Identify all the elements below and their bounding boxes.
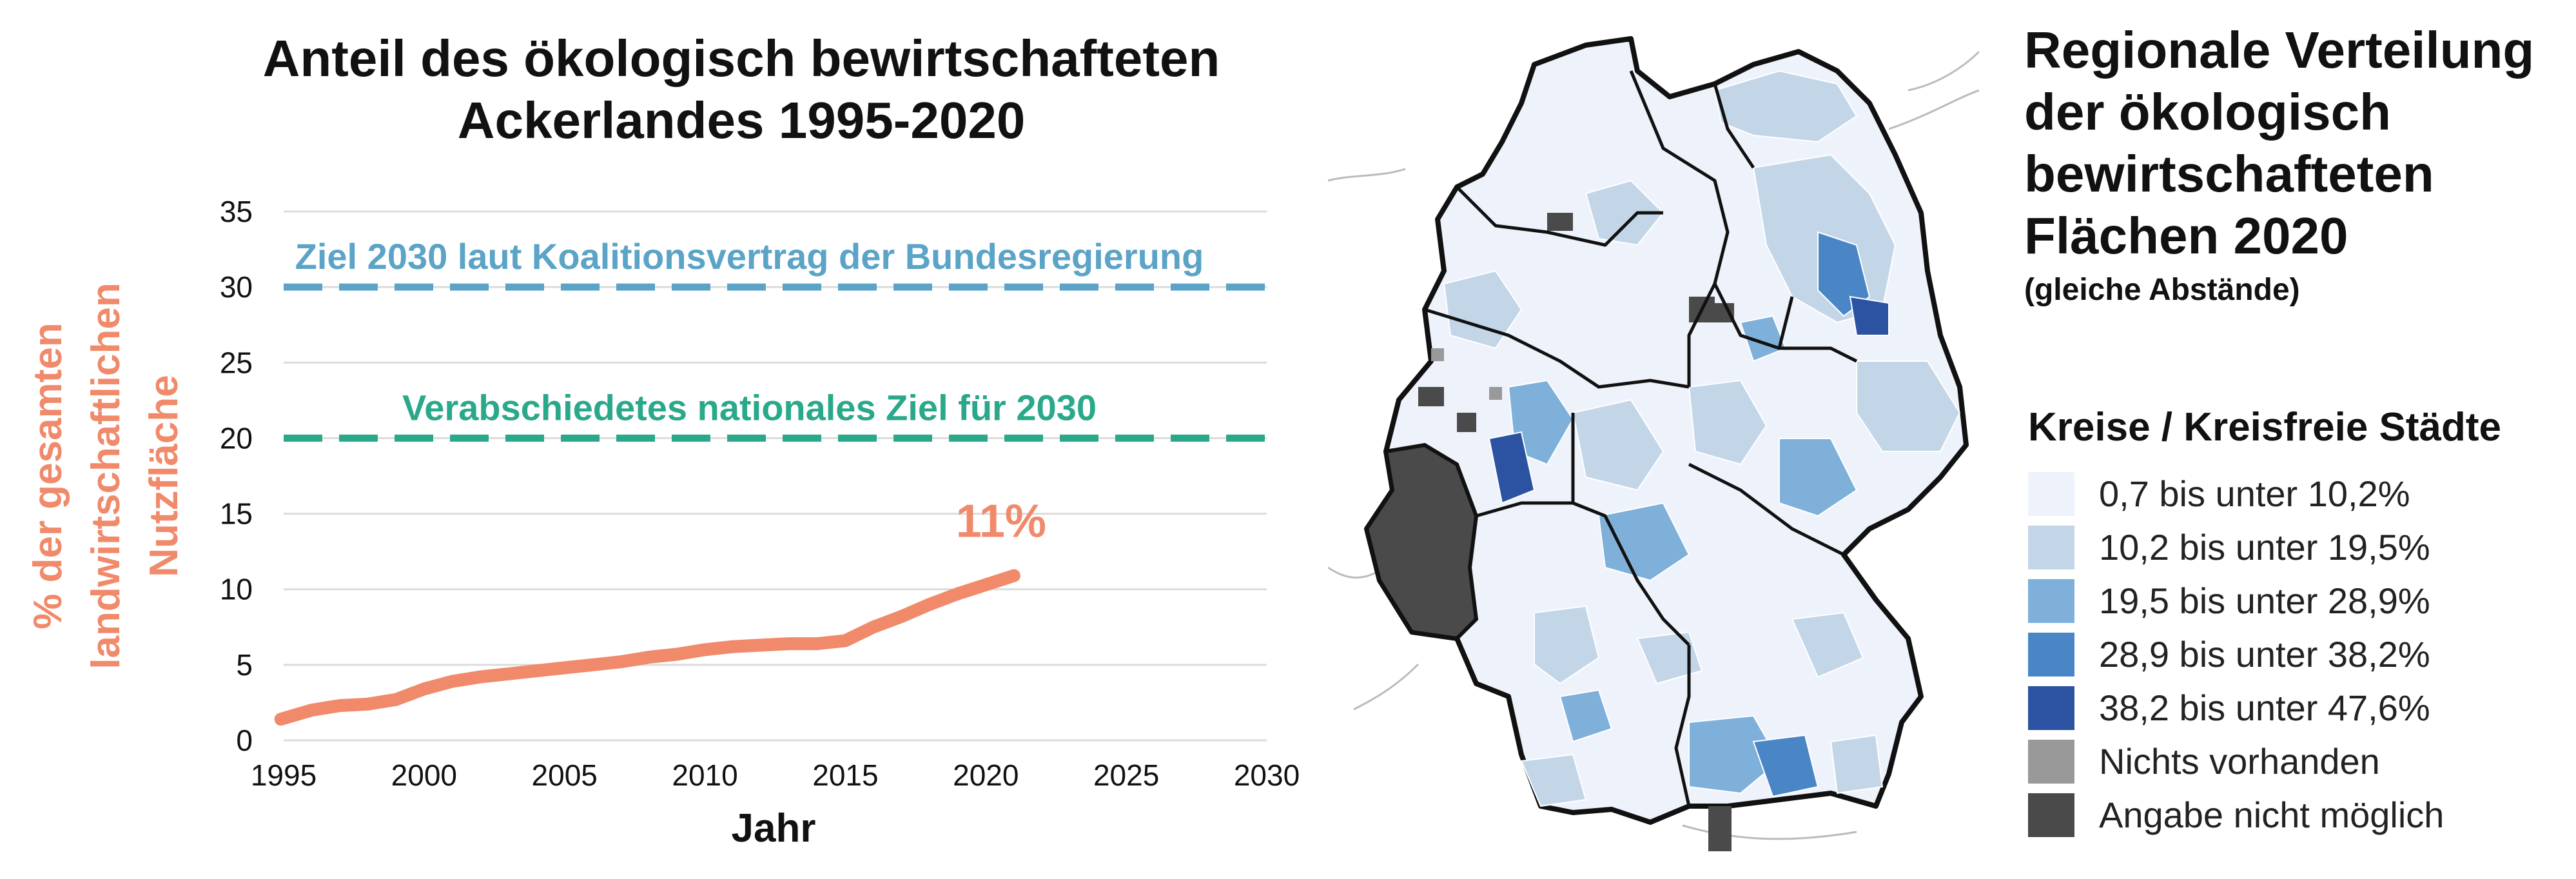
legend-swatch [2028, 793, 2074, 837]
x-tick-label: 2015 [812, 758, 878, 792]
map-legend: 0,7 bis unter 10,2% 10,2 bis unter 19,5% 1… [2028, 467, 2572, 842]
state-borders [1424, 70, 1858, 807]
line-chart: Anteil des ökologisch bewirtschaftetenAc… [26, 30, 1300, 851]
y-tick-label: 35 [220, 195, 253, 228]
x-axis-ticks: 1995 2000 2005 2010 2015 2020 2025 2030 [251, 758, 1300, 792]
y-tick-label: 30 [220, 270, 253, 304]
neighbour-borders [1327, 50, 1980, 840]
choropleth-map [1327, 36, 1980, 851]
reference-line-label: Ziel 2030 laut Koalitionsvertrag der Bun… [295, 236, 1204, 277]
map-title-line: bewirtschafteten [2024, 145, 2434, 202]
germany-map [1327, 0, 1980, 876]
chart-title-line: Anteil des ökologisch bewirtschafteten [263, 30, 1220, 87]
legend-item: 38,2 bis unter 47,6% [2028, 681, 2572, 735]
legend-swatch [2028, 632, 2074, 677]
legend-item: 10,2 bis unter 19,5% [2028, 520, 2572, 574]
legend-item: 0,7 bis unter 10,2% [2028, 467, 2572, 520]
legend-swatch [2028, 686, 2074, 730]
legend-title: Kreise / Kreisfreie Städte [2028, 405, 2502, 449]
x-tick-label: 2030 [1234, 758, 1300, 792]
data-series [274, 569, 1020, 726]
y-axis-ticks: 0 5 10 15 20 25 30 35 [220, 195, 253, 757]
map-title-line: der ökologisch [2024, 83, 2391, 141]
x-tick-label: 2020 [953, 758, 1019, 792]
y-tick-label: 10 [220, 573, 253, 606]
legend-label: 19,5 bis unter 28,9% [2099, 580, 2430, 621]
x-tick-label: 2000 [391, 758, 457, 792]
legend-label: 38,2 bis unter 47,6% [2099, 687, 2430, 728]
legend-label: 0,7 bis unter 10,2% [2099, 473, 2410, 514]
y-tick-label: 25 [220, 346, 253, 379]
y-tick-label: 15 [220, 497, 253, 531]
legend-label: 10,2 bis unter 19,5% [2099, 527, 2430, 568]
y-axis-label-line: % der gesamten [26, 322, 70, 629]
y-axis-label-line: Nutzfläche [142, 375, 186, 577]
data-label: 11% [956, 496, 1046, 548]
x-axis-label: Jahr [732, 806, 816, 851]
legend-swatch [2028, 471, 2074, 516]
legend-swatch [2028, 739, 2074, 784]
map-title: Regionale Verteilung der ökologisch bewirt… [2024, 19, 2572, 267]
x-tick-label: 1995 [251, 758, 317, 792]
chart-title: Anteil des ökologisch bewirtschaftetenAc… [263, 30, 1220, 149]
legend-item: 19,5 bis unter 28,9% [2028, 574, 2572, 627]
reference-line-label: Verabschiedetes nationales Ziel für 2030 [402, 387, 1097, 428]
reference-lines: Ziel 2030 laut Koalitionsvertrag der Bun… [284, 236, 1267, 442]
legend-label: 28,9 bis unter 38,2% [2099, 634, 2430, 675]
x-tick-label: 2025 [1093, 758, 1159, 792]
region-no-data [1364, 442, 1479, 641]
legend-item: Angabe nicht möglich [2028, 788, 2572, 842]
map-subtitle: (gleiche Abstände) [2024, 273, 2300, 307]
y-tick-label: 0 [236, 724, 253, 757]
map-legend-panel: Regionale Verteilung der ökologisch bewirt… [2024, 19, 2572, 842]
map-title-line: Flächen 2020 [2024, 207, 2348, 264]
legend-item: Nichts vorhanden [2028, 735, 2572, 788]
y-axis-label-line: landwirtschaftlichen [84, 282, 128, 669]
legend-swatch [2028, 578, 2074, 623]
y-tick-label: 20 [220, 421, 253, 455]
annotations: 11% [956, 496, 1046, 548]
y-axis-label: % der gesamten landwirtschaftlichen Nutzfl… [26, 282, 186, 669]
x-tick-label: 2010 [672, 758, 737, 792]
chart-title-line: Ackerlandes 1995-2020 [458, 92, 1026, 149]
grid-lines [284, 210, 1267, 742]
series-line [274, 569, 1020, 726]
y-tick-label: 5 [236, 648, 253, 682]
x-tick-label: 2005 [532, 758, 598, 792]
legend-swatch [2028, 525, 2074, 569]
region-patches [1443, 70, 1961, 807]
legend-label: Nichts vorhanden [2099, 741, 2380, 782]
map-title-line: Regionale Verteilung [2024, 21, 2535, 79]
legend-label: Angabe nicht möglich [2099, 795, 2444, 835]
legend-item: 28,9 bis unter 38,2% [2028, 627, 2572, 681]
